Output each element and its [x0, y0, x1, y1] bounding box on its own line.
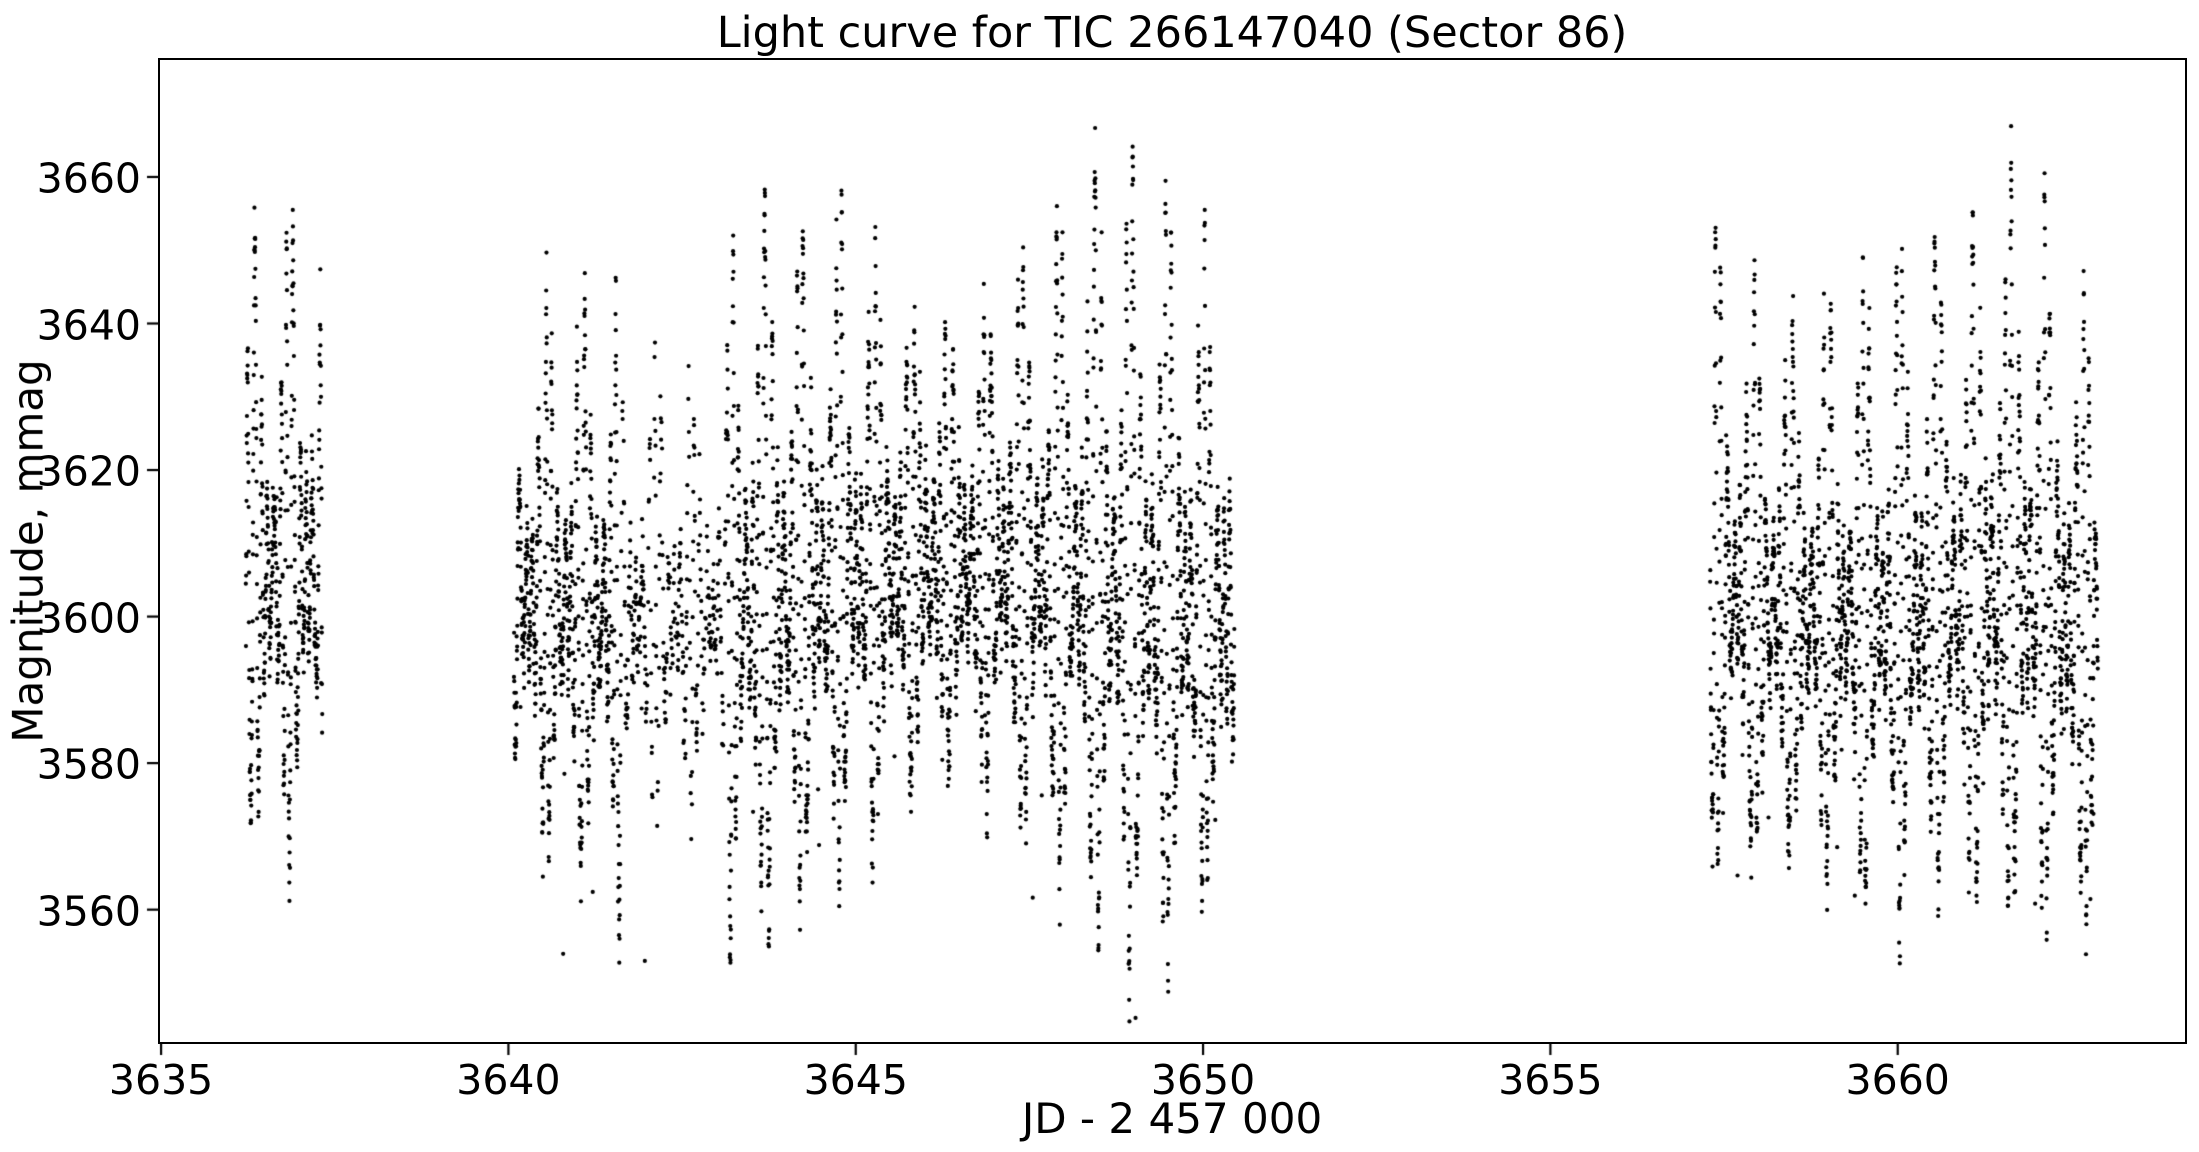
plot-area [158, 58, 2187, 1044]
x-tick-label: 3660 [1845, 1056, 1950, 1104]
y-axis-label: Magnitude, mmag [3, 359, 53, 743]
chart-title: Light curve for TIC 266147040 (Sector 86… [716, 8, 1628, 58]
y-tick-label: 3640 [36, 301, 141, 349]
x-tick-label: 3650 [1150, 1056, 1256, 1104]
x-tick-label: 3635 [108, 1056, 214, 1104]
y-tick-label: 3660 [36, 154, 141, 203]
y-tick-label: 3600 [36, 594, 141, 643]
x-tick-label: 3645 [803, 1056, 908, 1104]
x-tick-label: 3655 [1498, 1056, 1603, 1104]
y-tick-label: 3620 [36, 447, 141, 496]
x-axis-label: JD - 2 457 000 [1021, 1094, 1323, 1143]
y-tick-label: 3580 [36, 740, 141, 789]
x-tick-label: 3640 [456, 1056, 561, 1104]
y-tick-label: 3560 [36, 887, 141, 936]
